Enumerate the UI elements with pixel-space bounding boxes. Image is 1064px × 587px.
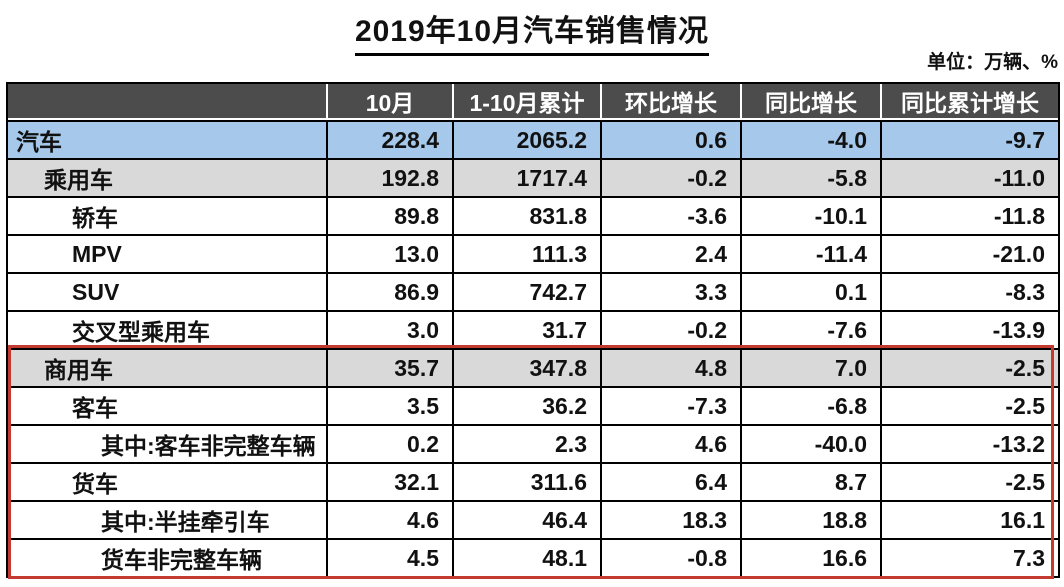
column-header: 1-10月累计 [454, 84, 602, 120]
table-row: 轿车 89.8 831.8 -3.6 -10.1 -11.8 [8, 196, 1058, 234]
value-cell: 46.4 [454, 500, 602, 538]
value-cell: 2.3 [454, 424, 602, 462]
value-cell: 86.9 [328, 272, 454, 310]
value-cell: -10.1 [742, 196, 882, 234]
column-header: 环比增长 [602, 84, 742, 120]
value-cell: 831.8 [454, 196, 602, 234]
value-cell: 7.3 [882, 538, 1058, 576]
value-cell: -9.7 [882, 120, 1058, 158]
value-cell: 16.1 [882, 500, 1058, 538]
sales-table-container: 10月 1-10月累计 环比增长 同比增长 同比累计增长 汽车 228.4 2065.2 0.… [6, 82, 1060, 578]
value-cell: 7.0 [742, 348, 882, 386]
value-cell: 13.0 [328, 234, 454, 272]
row-label: SUV [8, 272, 328, 310]
value-cell: 1717.4 [454, 158, 602, 196]
value-cell: -2.5 [882, 386, 1058, 424]
row-label: 乘用车 [8, 158, 328, 196]
value-cell: 228.4 [328, 120, 454, 158]
table-row: 乘用车 192.8 1717.4 -0.2 -5.8 -11.0 [8, 158, 1058, 196]
value-cell: -11.4 [742, 234, 882, 272]
value-cell: -5.8 [742, 158, 882, 196]
row-label: MPV [8, 234, 328, 272]
value-cell: 0.6 [602, 120, 742, 158]
unit-note: 单位：万辆、% [927, 52, 1058, 73]
table-row: 其中:客车非完整车辆 0.2 2.3 4.6 -40.0 -13.2 [8, 424, 1058, 462]
row-label: 其中:半挂牵引车 [8, 500, 328, 538]
value-cell: -7.3 [602, 386, 742, 424]
table-row: MPV 13.0 111.3 2.4 -11.4 -21.0 [8, 234, 1058, 272]
value-cell: -13.9 [882, 310, 1058, 348]
value-cell: 4.6 [602, 424, 742, 462]
value-cell: 4.6 [328, 500, 454, 538]
value-cell: 0.2 [328, 424, 454, 462]
value-cell: 111.3 [454, 234, 602, 272]
value-cell: 16.6 [742, 538, 882, 576]
value-cell: -0.2 [602, 158, 742, 196]
table-row: 其中:半挂牵引车 4.6 46.4 18.3 18.8 16.1 [8, 500, 1058, 538]
value-cell: 192.8 [328, 158, 454, 196]
value-cell: -2.5 [882, 462, 1058, 500]
value-cell: 4.5 [328, 538, 454, 576]
table-row: SUV 86.9 742.7 3.3 0.1 -8.3 [8, 272, 1058, 310]
value-cell: -6.8 [742, 386, 882, 424]
value-cell: -0.2 [602, 310, 742, 348]
row-label: 商用车 [8, 348, 328, 386]
value-cell: -11.0 [882, 158, 1058, 196]
row-label: 轿车 [8, 196, 328, 234]
value-cell: 8.7 [742, 462, 882, 500]
table-header: 10月 1-10月累计 环比增长 同比增长 同比累计增长 [8, 84, 1058, 120]
value-cell: -11.8 [882, 196, 1058, 234]
value-cell: 18.3 [602, 500, 742, 538]
value-cell: 36.2 [454, 386, 602, 424]
value-cell: 35.7 [328, 348, 454, 386]
table-row: 汽车 228.4 2065.2 0.6 -4.0 -9.7 [8, 120, 1058, 158]
value-cell: -4.0 [742, 120, 882, 158]
row-label: 汽车 [8, 120, 328, 158]
value-cell: -21.0 [882, 234, 1058, 272]
value-cell: -2.5 [882, 348, 1058, 386]
table-row: 客车 3.5 36.2 -7.3 -6.8 -2.5 [8, 386, 1058, 424]
row-label: 货车非完整车辆 [8, 538, 328, 576]
table-row: 商用车 35.7 347.8 4.8 7.0 -2.5 [8, 348, 1058, 386]
value-cell: 2.4 [602, 234, 742, 272]
table-row: 交叉型乘用车 3.0 31.7 -0.2 -7.6 -13.9 [8, 310, 1058, 348]
value-cell: 31.7 [454, 310, 602, 348]
value-cell: 89.8 [328, 196, 454, 234]
row-label: 交叉型乘用车 [8, 310, 328, 348]
page-title: 2019年10月汽车销售情况 [0, 6, 1064, 56]
value-cell: 3.3 [602, 272, 742, 310]
value-cell: 4.8 [602, 348, 742, 386]
sales-table: 10月 1-10月累计 环比增长 同比增长 同比累计增长 汽车 228.4 2065.2 0.… [8, 84, 1058, 576]
value-cell: -8.3 [882, 272, 1058, 310]
row-label: 客车 [8, 386, 328, 424]
value-cell: -0.8 [602, 538, 742, 576]
value-cell: 3.5 [328, 386, 454, 424]
value-cell: 0.1 [742, 272, 882, 310]
column-header: 10月 [328, 84, 454, 120]
value-cell: 6.4 [602, 462, 742, 500]
value-cell: 3.0 [328, 310, 454, 348]
header-row: 10月 1-10月累计 环比增长 同比增长 同比累计增长 [8, 84, 1058, 120]
table-body: 汽车 228.4 2065.2 0.6 -4.0 -9.7 乘用车 192.8 1717.4 -0… [8, 120, 1058, 576]
value-cell: 2065.2 [454, 120, 602, 158]
row-label: 货车 [8, 462, 328, 500]
table-row: 货车非完整车辆 4.5 48.1 -0.8 16.6 7.3 [8, 538, 1058, 576]
value-cell: 311.6 [454, 462, 602, 500]
value-cell: 48.1 [454, 538, 602, 576]
value-cell: -13.2 [882, 424, 1058, 462]
value-cell: 742.7 [454, 272, 602, 310]
value-cell: -40.0 [742, 424, 882, 462]
column-header: 同比增长 [742, 84, 882, 120]
value-cell: 347.8 [454, 348, 602, 386]
value-cell: 18.8 [742, 500, 882, 538]
column-header: 同比累计增长 [882, 84, 1058, 120]
value-cell: -3.6 [602, 196, 742, 234]
table-row: 货车 32.1 311.6 6.4 8.7 -2.5 [8, 462, 1058, 500]
corner-header-cell [8, 84, 328, 120]
value-cell: -7.6 [742, 310, 882, 348]
value-cell: 32.1 [328, 462, 454, 500]
page-title-text: 2019年10月汽车销售情况 [354, 6, 710, 56]
row-label: 其中:客车非完整车辆 [8, 424, 328, 462]
